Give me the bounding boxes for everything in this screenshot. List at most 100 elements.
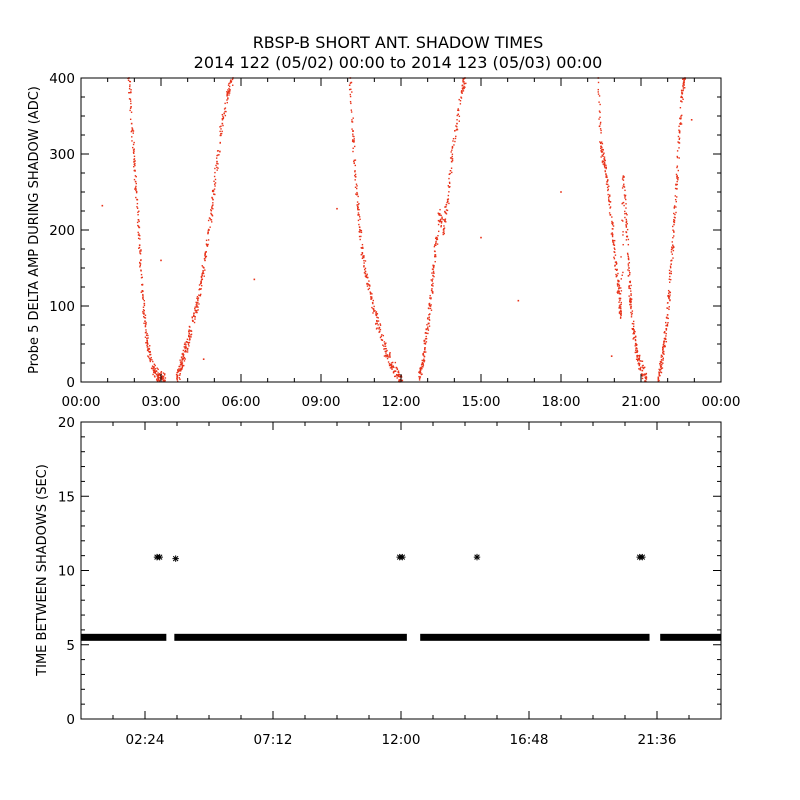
- top-data-point: [609, 195, 611, 197]
- bottom-ticks: 02:24 07:12 12:00 16:48 21:36 0 5 10 15 20: [58, 415, 722, 748]
- top-data-point: [605, 166, 607, 169]
- top-data-point: [130, 106, 132, 108]
- top-data-point: [630, 316, 633, 318]
- top-data-point: [149, 345, 151, 347]
- top-data-point: [449, 172, 451, 175]
- top-data-point: [228, 85, 231, 88]
- top-data-point: [677, 141, 679, 143]
- top-data-point: [142, 298, 145, 300]
- top-data-point: [423, 355, 426, 358]
- bottom-x-tick-label: 21:36: [638, 732, 677, 748]
- top-data-point: [680, 118, 682, 120]
- top-data-point: [612, 233, 614, 236]
- top-data-point: [357, 208, 359, 211]
- top-data-point: [639, 360, 641, 362]
- top-data-point: [645, 373, 647, 376]
- top-data-point: [629, 301, 632, 303]
- top-data-point: [462, 88, 464, 90]
- top-data-point: [616, 283, 619, 285]
- top-data-point: [336, 207, 338, 210]
- top-data-point: [129, 84, 131, 86]
- top-data-point: [228, 87, 230, 90]
- top-data-point: [375, 328, 378, 330]
- top-data-point: [620, 307, 622, 310]
- top-data-point: [146, 349, 149, 352]
- top-data-point: [666, 325, 669, 327]
- top-data-point: [431, 290, 434, 293]
- top-data-point: [157, 372, 159, 374]
- top-data-point: [217, 163, 219, 165]
- top-data-point: [220, 128, 222, 130]
- top-data-point: [609, 207, 611, 209]
- top-data-point: [227, 84, 230, 86]
- top-data-point: [230, 79, 232, 81]
- top-data-point: [137, 213, 139, 216]
- top-data-point: [388, 363, 391, 365]
- top-data-point: [440, 218, 442, 221]
- top-data-point: [460, 96, 462, 98]
- top-data-point: [362, 247, 364, 249]
- top-data-point: [421, 363, 423, 366]
- top-data-point: [156, 379, 159, 382]
- top-data-point: [667, 322, 669, 324]
- top-data-point: [428, 318, 430, 321]
- top-data-point: [364, 275, 367, 277]
- top-data-point: [364, 260, 367, 262]
- top-data-point: [604, 159, 606, 162]
- top-data-point: [361, 247, 363, 249]
- top-data-point: [137, 219, 140, 221]
- top-data-point: [669, 294, 671, 296]
- top-data-point: [618, 286, 620, 288]
- top-data-point: [603, 156, 606, 158]
- top-data-point: [632, 323, 635, 325]
- top-data-point: [145, 331, 147, 333]
- top-data-point: [665, 338, 667, 341]
- top-data-point: [678, 141, 680, 144]
- top-data-point: [624, 213, 626, 215]
- top-data-point: [632, 327, 635, 330]
- top-data-point: [679, 107, 682, 109]
- top-data-point: [358, 216, 361, 218]
- top-data-point: [132, 130, 135, 132]
- top-data-point: [676, 166, 678, 169]
- top-data-point: [673, 235, 675, 237]
- top-data-point: [137, 231, 139, 234]
- top-data-point: [373, 310, 375, 313]
- top-data-point: [455, 135, 457, 138]
- top-data-point: [671, 253, 673, 255]
- top-data-point: [128, 92, 130, 94]
- top-data-point: [660, 361, 663, 363]
- top-data-point: [393, 370, 396, 372]
- top-data-point: [450, 161, 453, 163]
- top-data-point: [682, 78, 684, 80]
- top-data-point: [622, 201, 625, 204]
- top-data-point: [632, 320, 635, 323]
- bottom-x-tick-label: 16:48: [510, 732, 549, 748]
- top-data-point: [459, 103, 462, 105]
- top-data-point: [425, 351, 427, 353]
- top-data-point: [140, 249, 142, 251]
- top-data-point: [621, 202, 623, 205]
- top-data-point: [163, 380, 166, 382]
- top-data-point: [177, 369, 179, 372]
- top-data-point: [618, 311, 621, 313]
- top-data-point: [132, 151, 135, 154]
- top-data-point: [638, 368, 640, 370]
- top-data-point: [228, 82, 230, 85]
- top-data-point: [211, 207, 213, 209]
- top-data-point: [423, 351, 425, 353]
- top-data-point: [219, 130, 221, 133]
- top-data-point: [622, 231, 624, 233]
- baseline-interval-band: [174, 633, 407, 641]
- top-data-point: [452, 140, 454, 142]
- top-data-point: [400, 376, 403, 378]
- top-data-point: [133, 148, 135, 150]
- top-data-point: [397, 373, 400, 376]
- top-data-point: [445, 209, 448, 211]
- top-data-point: [188, 325, 191, 328]
- top-data-point: [139, 250, 141, 252]
- top-data-point: [600, 132, 602, 134]
- top-data-point: [149, 354, 151, 356]
- top-data-point: [443, 232, 445, 235]
- top-data-point: [628, 285, 630, 288]
